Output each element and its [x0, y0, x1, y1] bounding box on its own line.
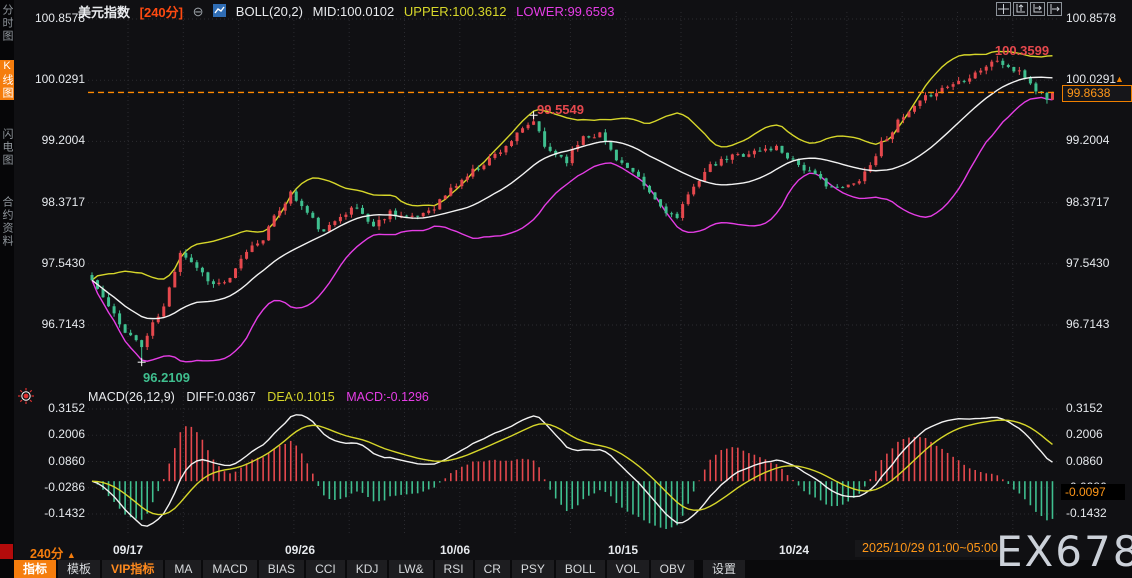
price-axis-left-label-3: 98.3717: [41, 194, 85, 209]
macd-axis-right-label-4: -0.1432: [1066, 506, 1107, 520]
macd-axis-left-label-3: -0.0286: [44, 479, 85, 494]
macd-axis-right-label-2: 0.0860: [1066, 453, 1103, 468]
price-axis-left-label-4: 97.5430: [41, 255, 85, 270]
current-price-box: 99.8638: [1062, 85, 1132, 102]
symbol-title: 美元指数: [78, 5, 131, 20]
toolbar-button-VOL[interactable]: VOL: [606, 560, 649, 578]
toolbar-button-模板[interactable]: 模板: [58, 560, 101, 578]
indicator-toolbar: 指标 模板 VIP指标 MA MACD BIAS CCI KDJ LW& RSI CR PSY BOLL…: [14, 560, 1132, 578]
price-axis-right-label-3: 98.3717: [1066, 194, 1110, 209]
sidebar-tab-3[interactable]: 合约资料: [1, 196, 13, 248]
boll-lower-value: LOWER:99.6593: [516, 4, 615, 19]
boll-upper-value: UPPER:100.3612: [403, 4, 507, 19]
alarm-icon[interactable]: [18, 388, 34, 409]
toolbar-button-CCI[interactable]: CCI: [306, 560, 345, 578]
status-period[interactable]: 240分 ▲: [30, 547, 76, 561]
chart-icon: [213, 3, 227, 20]
toolbar-button-MA[interactable]: MA: [165, 560, 202, 578]
toolbar-button-BIAS[interactable]: BIAS: [258, 560, 305, 578]
price-axis-right-label-4: 97.5430: [1066, 255, 1110, 270]
sidebar-red-marker: [0, 544, 13, 559]
price-axis-left-label-2: 99.2004: [41, 133, 85, 148]
macd-axis-left-label-4: -0.1432: [44, 506, 85, 520]
toolbar-button-PSY[interactable]: PSY: [511, 560, 554, 578]
price-axis-left-label-1: 100.0291: [34, 72, 85, 87]
toolbar-button-LW&[interactable]: LW&: [389, 560, 433, 578]
macd-axis-left-label-1: 0.2006: [48, 427, 85, 442]
toolbar-button-BOLL[interactable]: BOLL: [555, 560, 605, 578]
macd-diff-value: DIFF:0.0367: [186, 390, 256, 404]
chart-controls: [996, 2, 1062, 16]
x-axis-label-1: 09/26: [284, 543, 316, 557]
toolbar-button-KDJ[interactable]: KDJ: [346, 560, 388, 578]
price-axis-right-label-5: 96.7143: [1066, 317, 1110, 331]
price-axis-right-label-2: 99.2004: [1066, 133, 1110, 148]
macd-dea-value: DEA:0.1015: [267, 390, 335, 404]
x-axis-label-4: 10/24: [778, 543, 810, 557]
macd-axis-right-label-0: 0.3152: [1066, 401, 1103, 415]
price-axis-left-label-0: 100.8578: [34, 11, 85, 25]
chart-header: 美元指数 [240分] ⊖ BOLL(20,2) MID:100.0102 UP…: [78, 2, 620, 20]
price-axis-left-label-5: 96.7143: [41, 317, 85, 331]
period-up-arrow-icon: ▲: [66, 550, 76, 560]
left-tab-bar: 分时图 K线图闪电图合约资料: [0, 0, 14, 578]
toolbar-button-指标[interactable]: 指标: [14, 560, 57, 578]
low-price-annotation: 96.2109: [143, 370, 190, 385]
toolbar-button-OBV[interactable]: OBV: [650, 560, 694, 578]
zoom-vertical-icon[interactable]: [1013, 2, 1028, 16]
high-price-annotation: 100.3599: [994, 43, 1050, 58]
macd-header: MACD(26,12,9) DIFF:0.0367 DEA:0.1015 MAC…: [88, 390, 437, 404]
crosshair-icon[interactable]: [996, 2, 1011, 16]
toolbar-button-VIP指标[interactable]: VIP指标: [102, 560, 164, 578]
boll-mid-value: MID:100.0102: [312, 4, 395, 19]
macd-axis-left-label-0: 0.3152: [48, 401, 85, 415]
zoom-horizontal-icon[interactable]: [1030, 2, 1045, 16]
toolbar-button-MACD[interactable]: MACD: [203, 560, 257, 578]
swing-high-annotation: 99.5549: [537, 102, 584, 117]
period-label: [240分]: [139, 5, 183, 20]
pan-right-icon[interactable]: [1047, 2, 1062, 16]
price-axis-right-label-0: 100.8578: [1066, 11, 1117, 25]
current-macd-box: -0.0097: [1061, 484, 1125, 500]
current-bar-range: 2025/10/29 01:00~05:00: [855, 540, 1005, 557]
watermark: EX678: [996, 527, 1132, 576]
sidebar-tab-2[interactable]: 闪电图: [1, 128, 13, 167]
boll-label: BOLL(20,2): [235, 4, 303, 19]
toolbar-button-RSI[interactable]: RSI: [434, 560, 473, 578]
toolbar-button-CR[interactable]: CR: [474, 560, 510, 578]
toolbar-button-设置[interactable]: 设置: [702, 560, 745, 578]
macd-axis-right-label-1: 0.2006: [1066, 427, 1103, 442]
macd-name: MACD(26,12,9): [88, 390, 175, 404]
x-axis-label-0: 09/17: [112, 543, 144, 557]
macd-axis-left-label-2: 0.0860: [48, 453, 85, 468]
price-up-arrow-icon: ▲: [1115, 74, 1124, 84]
collapse-icon[interactable]: ⊖: [192, 3, 204, 19]
macd-hist-value: MACD:-0.1296: [346, 390, 429, 404]
sidebar-tab-1[interactable]: K线图: [0, 60, 14, 100]
x-axis-label-3: 10/15: [607, 543, 639, 557]
x-axis-label-2: 10/06: [439, 543, 471, 557]
sidebar-tab-0[interactable]: 分时图: [1, 4, 13, 43]
price-axis-right-label-1: 100.0291: [1066, 72, 1117, 87]
